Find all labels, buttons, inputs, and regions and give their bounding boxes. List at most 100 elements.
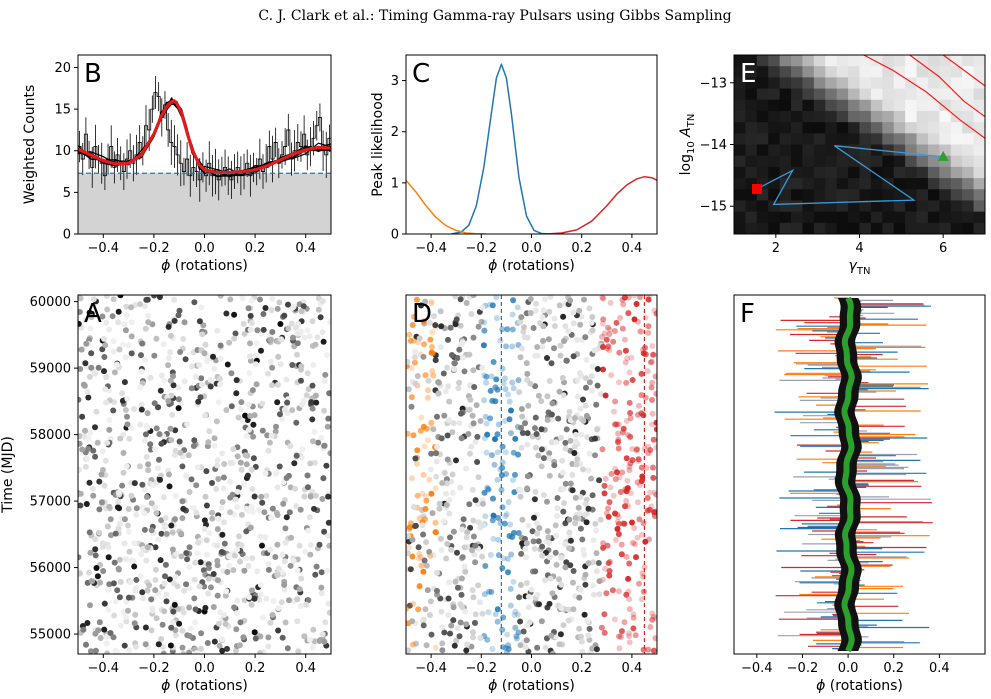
photon-point (214, 562, 221, 569)
photon-point (192, 619, 199, 626)
photon-point (240, 634, 247, 641)
photon-point (429, 329, 436, 336)
heatmap-cell (745, 133, 758, 146)
photon-point (602, 475, 609, 482)
photon-point (123, 556, 129, 563)
photon-point (615, 439, 621, 445)
photon-point (432, 644, 439, 651)
photon-point (140, 545, 147, 552)
photon-point (490, 495, 496, 502)
heatmap-cell (882, 144, 895, 157)
photon-point (570, 320, 577, 327)
photon-point (534, 591, 541, 598)
photon-point (103, 374, 110, 381)
y-tick-label: 20 (54, 61, 71, 76)
photon-point (416, 335, 423, 342)
heatmap-cell (745, 144, 758, 157)
photon-point (459, 554, 466, 561)
photon-point (180, 651, 187, 654)
photon-point (510, 297, 517, 304)
photon-point (538, 426, 545, 433)
photon-point (117, 435, 124, 442)
photon-point (577, 525, 584, 532)
photon-point (481, 591, 488, 598)
photon-point (427, 552, 434, 559)
photon-point (199, 381, 206, 388)
photon-point (588, 319, 595, 326)
y-tick-label: 15 (54, 103, 71, 118)
photon-point (566, 545, 573, 552)
photon-point (179, 515, 186, 522)
heatmap-cell (939, 122, 952, 134)
photon-point (552, 522, 559, 529)
photon-point (642, 394, 649, 401)
heatmap-cell (939, 189, 952, 202)
photon-point (599, 333, 605, 340)
photon-point (103, 640, 110, 647)
photon-point (554, 505, 561, 512)
photon-point (279, 634, 286, 641)
photon-point (234, 597, 241, 604)
photon-point (259, 400, 266, 407)
photon-point (430, 372, 437, 379)
heatmap-cell (768, 144, 781, 157)
photon-point (283, 514, 290, 521)
photon-point (218, 549, 225, 555)
photon-point (420, 318, 427, 325)
heatmap-cell (779, 200, 792, 213)
photon-point (527, 310, 534, 316)
photon-point (125, 342, 132, 349)
photon-point (324, 423, 331, 430)
photon-point (650, 474, 657, 481)
photon-point (645, 329, 652, 336)
heatmap-cell (973, 222, 985, 234)
photon-point (301, 334, 308, 341)
photon-point (281, 406, 288, 413)
heatmap-cell (734, 88, 747, 101)
heatmap-cell (905, 122, 918, 134)
photon-point (223, 588, 230, 595)
photon-point (141, 510, 148, 517)
heatmap-cell (813, 133, 826, 146)
photon-point (220, 474, 227, 481)
heatmap-cell (825, 77, 838, 90)
heatmap-cell (939, 211, 952, 224)
x-tick-label: 2 (772, 241, 780, 256)
photon-point (228, 403, 235, 410)
photon-point (447, 324, 454, 331)
photon-point (326, 542, 331, 549)
photon-point (78, 366, 84, 372)
y-axis-label: Time (MJD) (0, 436, 16, 514)
photon-point (326, 390, 331, 397)
heatmap-cell (882, 55, 895, 67)
photon-point (562, 323, 569, 330)
photon-point (502, 386, 509, 393)
plot-area (406, 63, 657, 234)
photon-point (625, 575, 632, 582)
heatmap-cell (825, 133, 838, 146)
photon-point (601, 330, 608, 337)
photon-point (206, 428, 213, 435)
heatmap-cell (882, 211, 895, 224)
photon-point (518, 550, 525, 557)
photon-point (636, 580, 642, 587)
photon-point (120, 450, 127, 456)
photon-point (310, 362, 317, 368)
photon-point (194, 464, 201, 471)
photon-point (523, 637, 530, 644)
photon-point (238, 399, 245, 406)
heatmap-cell (779, 99, 792, 112)
heatmap-cell (939, 155, 952, 168)
photon-point (580, 417, 587, 424)
photon-point (432, 322, 439, 329)
photon-point (408, 403, 415, 410)
photon-point (499, 443, 506, 450)
heatmap-cell (916, 222, 929, 234)
photon-point (542, 577, 548, 584)
photon-point (506, 416, 513, 423)
mcmc-trace-line (756, 145, 944, 206)
photon-point (157, 476, 163, 483)
photon-point (202, 412, 208, 419)
photon-point (499, 365, 506, 372)
